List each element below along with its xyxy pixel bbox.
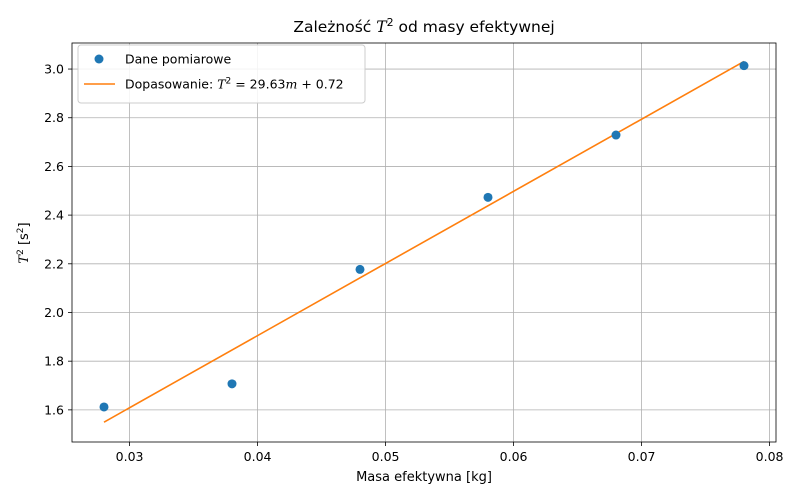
x-tick-label: 0.05 xyxy=(372,449,400,464)
chart-title: Zależność T2 od masy efektywnej xyxy=(293,16,554,36)
y-tick-label: 3.0 xyxy=(44,62,64,77)
legend-frame xyxy=(77,44,366,104)
x-tick-label: 0.06 xyxy=(500,449,528,464)
x-tick-label: 0.03 xyxy=(116,449,144,464)
y-tick-label: 2.4 xyxy=(44,208,64,223)
x-tick-label: 0.08 xyxy=(756,449,784,464)
data-point xyxy=(99,402,109,412)
data-point xyxy=(227,379,237,389)
data-point xyxy=(483,192,493,202)
y-tick-label: 2.2 xyxy=(44,256,64,271)
legend-label-measurements: Dane pomiarowe xyxy=(125,52,231,67)
x-ticks: 0.03 0.04 0.05 0.06 0.07 0.08 xyxy=(116,442,784,464)
data-point xyxy=(739,61,749,71)
y-tick-label: 1.6 xyxy=(44,402,64,417)
fit-line xyxy=(103,60,745,423)
data-point xyxy=(355,264,365,274)
y-ticks: 1.6 1.8 2.0 2.2 2.4 2.6 2.8 3.0 xyxy=(44,62,72,417)
y-tick-label: 2.6 xyxy=(44,159,64,174)
series-layer xyxy=(99,60,749,423)
grid xyxy=(72,43,776,442)
legend: Dane pomiarowe Dopasowanie: T2 = 29.63m … xyxy=(77,44,366,104)
y-tick-label: 2.8 xyxy=(44,110,64,125)
x-tick-label: 0.04 xyxy=(244,449,272,464)
x-axis-label: Masa efektywna [kg] xyxy=(356,470,492,485)
x-tick-label: 0.07 xyxy=(628,449,656,464)
y-tick-label: 2.0 xyxy=(44,305,64,320)
data-point xyxy=(611,130,621,140)
y-tick-label: 1.8 xyxy=(44,354,64,369)
legend-label-fit: Dopasowanie: T2 = 29.63m + 0.72 xyxy=(125,77,344,92)
legend-marker-measurements xyxy=(94,54,104,64)
y-axis-label: T2 [s2] xyxy=(16,222,32,263)
plot-frame xyxy=(71,42,777,443)
